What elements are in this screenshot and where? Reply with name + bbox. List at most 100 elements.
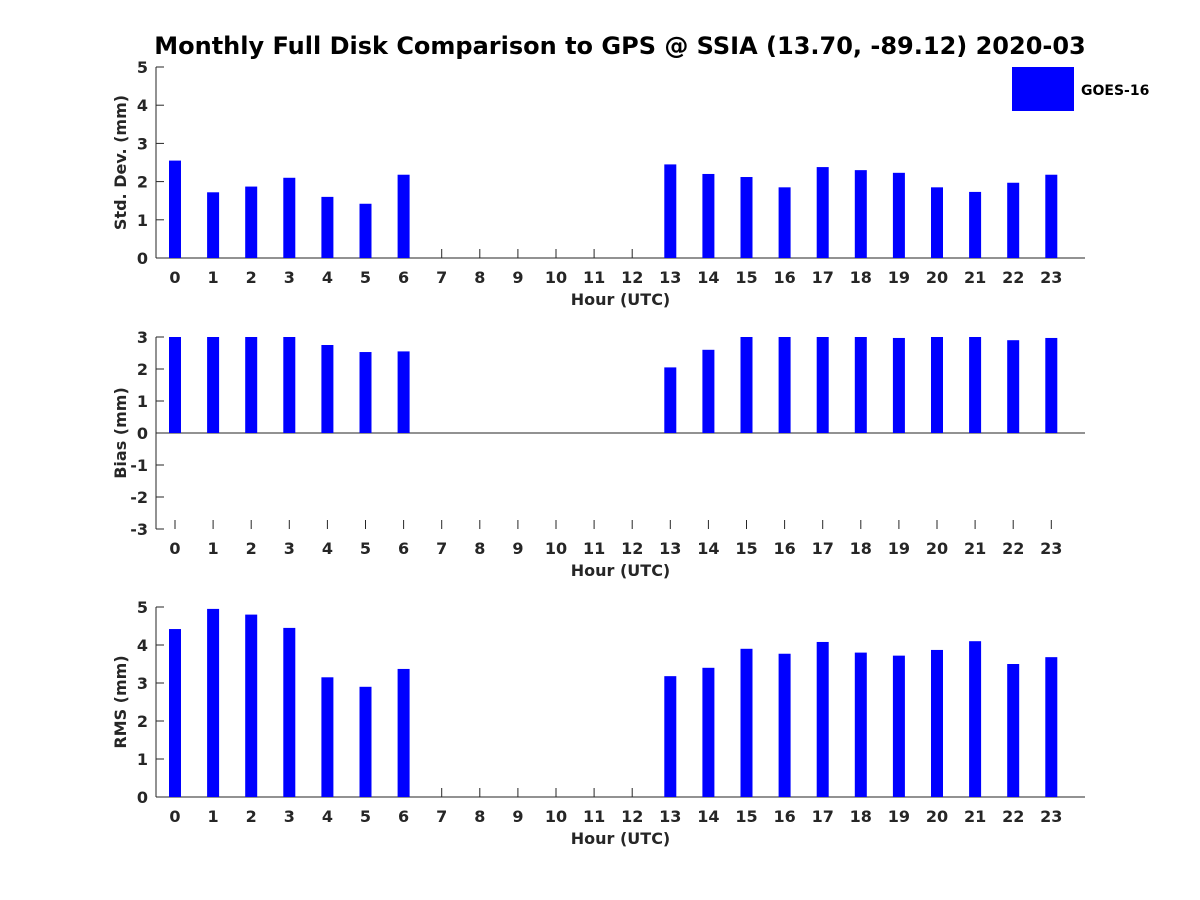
x-tick-label: 7 bbox=[436, 268, 447, 287]
bar-hour-13 bbox=[664, 367, 677, 433]
x-tick-label: 23 bbox=[1040, 807, 1062, 826]
bar-hour-1 bbox=[207, 192, 220, 258]
bar-hour-21 bbox=[969, 641, 982, 797]
x-tick-label: 11 bbox=[583, 268, 605, 287]
x-tick-label: 14 bbox=[697, 539, 719, 558]
bar-hour-22 bbox=[1007, 664, 1020, 797]
y-tick-label: 4 bbox=[137, 636, 148, 655]
y-axis-label: Bias (mm) bbox=[111, 387, 130, 479]
bar-hour-6 bbox=[397, 174, 410, 258]
x-tick-label: 20 bbox=[926, 807, 948, 826]
bar-hour-5 bbox=[359, 686, 372, 797]
y-tick-label: 3 bbox=[137, 674, 148, 693]
bar-hour-20 bbox=[931, 337, 943, 433]
bar-hour-0 bbox=[169, 337, 181, 433]
x-tick-label: 15 bbox=[735, 268, 757, 287]
x-tick-label: 0 bbox=[169, 539, 180, 558]
y-tick-label: 2 bbox=[137, 712, 148, 731]
bar-hour-23 bbox=[1045, 657, 1058, 797]
bar-hour-3 bbox=[283, 627, 296, 797]
x-tick-label: 17 bbox=[812, 268, 834, 287]
bar-hour-2 bbox=[245, 186, 258, 258]
bar-hour-2 bbox=[245, 614, 258, 797]
x-tick-label: 22 bbox=[1002, 539, 1024, 558]
x-tick-label: 2 bbox=[246, 539, 257, 558]
x-tick-label: 3 bbox=[284, 539, 295, 558]
bar-hour-16 bbox=[778, 187, 791, 258]
y-axis-label: RMS (mm) bbox=[111, 655, 130, 748]
x-tick-label: 9 bbox=[512, 539, 523, 558]
y-tick-label: 1 bbox=[137, 392, 148, 411]
x-tick-label: 8 bbox=[474, 539, 485, 558]
x-tick-label: 3 bbox=[284, 268, 295, 287]
x-tick-label: 7 bbox=[436, 807, 447, 826]
x-tick-label: 21 bbox=[964, 807, 986, 826]
bar-hour-3 bbox=[283, 177, 296, 258]
x-tick-label: 19 bbox=[888, 268, 910, 287]
x-tick-label: 1 bbox=[208, 807, 219, 826]
bar-hour-17 bbox=[816, 167, 829, 258]
x-tick-label: 18 bbox=[850, 268, 872, 287]
x-tick-label: 2 bbox=[246, 807, 257, 826]
bar-hour-23 bbox=[1045, 174, 1058, 258]
bar-hour-5 bbox=[359, 352, 372, 433]
x-tick-label: 1 bbox=[208, 268, 219, 287]
x-tick-label: 19 bbox=[888, 539, 910, 558]
y-tick-label: 1 bbox=[137, 750, 148, 769]
x-tick-label: 6 bbox=[398, 268, 409, 287]
x-tick-label: 20 bbox=[926, 268, 948, 287]
x-tick-label: 8 bbox=[474, 268, 485, 287]
bar-hour-0 bbox=[169, 160, 181, 258]
x-tick-label: 16 bbox=[773, 539, 795, 558]
bar-hour-4 bbox=[321, 345, 334, 433]
x-axis-label: Hour (UTC) bbox=[571, 829, 671, 848]
bar-hour-19 bbox=[892, 655, 905, 797]
x-tick-label: 9 bbox=[512, 807, 523, 826]
x-tick-label: 13 bbox=[659, 807, 681, 826]
chart-title: Monthly Full Disk Comparison to GPS @ SS… bbox=[154, 32, 1086, 60]
x-tick-label: 0 bbox=[169, 268, 180, 287]
x-tick-label: 11 bbox=[583, 807, 605, 826]
x-tick-label: 14 bbox=[697, 268, 719, 287]
x-tick-label: 22 bbox=[1002, 268, 1024, 287]
bar-hour-5 bbox=[359, 203, 372, 258]
x-tick-label: 5 bbox=[360, 539, 371, 558]
bar-hour-15 bbox=[740, 648, 753, 797]
bar-hour-22 bbox=[1007, 340, 1020, 433]
x-tick-label: 17 bbox=[812, 539, 834, 558]
y-axis-label: Std. Dev. (mm) bbox=[111, 95, 130, 230]
bar-hour-18 bbox=[854, 652, 867, 797]
x-tick-label: 21 bbox=[964, 268, 986, 287]
bar-hour-18 bbox=[854, 337, 867, 433]
y-tick-label: -2 bbox=[130, 488, 148, 507]
y-tick-label: 3 bbox=[137, 134, 148, 153]
x-tick-label: 15 bbox=[735, 539, 757, 558]
x-tick-label: 3 bbox=[284, 807, 295, 826]
x-tick-label: 18 bbox=[850, 807, 872, 826]
x-tick-label: 4 bbox=[322, 807, 333, 826]
bar-hour-15 bbox=[740, 337, 753, 433]
x-tick-label: 12 bbox=[621, 268, 643, 287]
x-tick-label: 4 bbox=[322, 268, 333, 287]
bar-hour-21 bbox=[969, 337, 982, 433]
bar-hour-1 bbox=[207, 337, 220, 433]
bar-hour-22 bbox=[1007, 182, 1020, 258]
x-axis-label: Hour (UTC) bbox=[571, 290, 671, 309]
bar-hour-15 bbox=[740, 177, 753, 258]
x-tick-label: 8 bbox=[474, 807, 485, 826]
bar-hour-13 bbox=[664, 164, 677, 258]
legend: GOES-16 bbox=[1012, 67, 1149, 111]
bar-hour-3 bbox=[283, 337, 296, 433]
x-tick-label: 6 bbox=[398, 539, 409, 558]
x-tick-label: 21 bbox=[964, 539, 986, 558]
bar-hour-16 bbox=[778, 653, 791, 797]
legend-swatch-goes-16 bbox=[1012, 67, 1074, 111]
bar-hour-2 bbox=[245, 337, 258, 433]
y-tick-label: 2 bbox=[137, 360, 148, 379]
x-axis-label: Hour (UTC) bbox=[571, 561, 671, 580]
x-tick-label: 10 bbox=[545, 807, 567, 826]
y-tick-label: 3 bbox=[137, 328, 148, 347]
y-tick-label: 2 bbox=[137, 173, 148, 192]
bar-hour-17 bbox=[816, 337, 829, 433]
